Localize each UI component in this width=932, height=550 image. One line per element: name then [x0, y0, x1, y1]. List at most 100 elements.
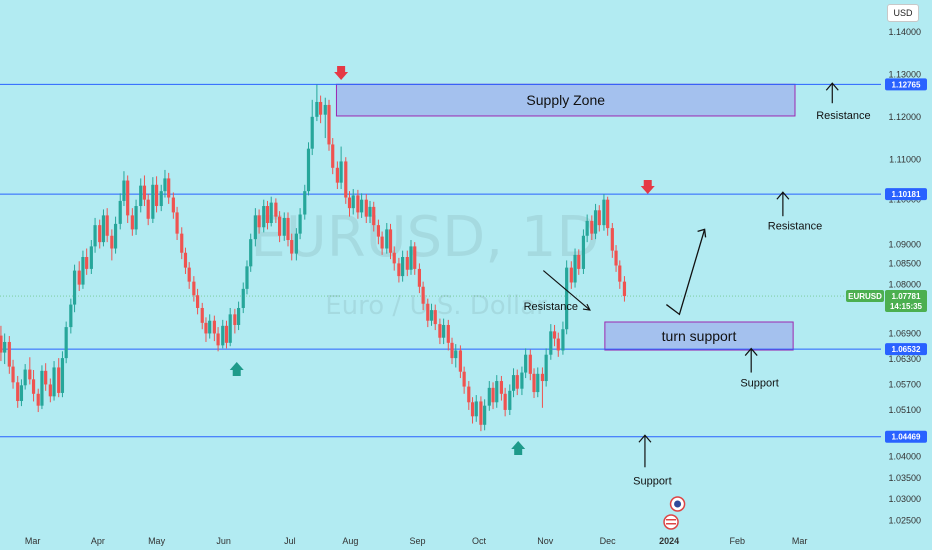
level-badge-label: 1.12765	[892, 80, 921, 89]
candle-body	[479, 401, 483, 425]
candle-body	[524, 354, 528, 373]
y-tick-label: 1.05700	[888, 379, 921, 389]
candle-body	[175, 212, 179, 234]
currency-button[interactable]: USD	[887, 4, 919, 22]
candle-body	[323, 104, 327, 115]
candle-body	[290, 240, 294, 254]
candle-body	[622, 281, 627, 297]
candle-body	[130, 215, 134, 230]
candle-body	[606, 199, 610, 229]
annotation-label: Support	[633, 475, 672, 487]
candle-body	[536, 373, 540, 393]
candle-body	[590, 220, 594, 234]
resistance-arrow-icon-head	[825, 82, 839, 91]
candle-body	[458, 350, 463, 372]
candle-body	[549, 331, 553, 355]
candle-body	[421, 286, 425, 304]
y-tick-label: 1.09000	[888, 239, 921, 249]
level-badge	[885, 188, 927, 201]
candle-body	[85, 257, 89, 269]
candle-body	[602, 199, 606, 226]
candle-body	[544, 354, 548, 382]
candle-body	[274, 202, 278, 217]
y-tick-label: 1.06900	[888, 328, 921, 338]
candle-body	[265, 206, 270, 224]
time-axis[interactable]: Mar Apr May Jun Jul Aug Sep Oct Nov Dec 2024 Feb Mar	[25, 536, 808, 546]
candle-body	[438, 324, 442, 338]
candle-body	[180, 233, 184, 253]
candle-body	[552, 331, 557, 339]
x-tick-label: Dec	[600, 536, 617, 546]
candle-body	[310, 116, 314, 149]
candle-body	[139, 185, 143, 207]
candle-body	[610, 228, 614, 251]
annotations-layer: Resistance Resistance Resistance Support Sup…	[229, 66, 871, 530]
zone-box	[604, 321, 794, 351]
candle-body	[351, 195, 355, 209]
candle-body	[368, 206, 372, 217]
zone-label: turn support	[662, 328, 737, 344]
candle-body	[126, 180, 130, 216]
candle-body	[372, 206, 376, 226]
candle-body	[64, 327, 68, 359]
candle-body	[253, 215, 257, 240]
candle-body	[72, 270, 77, 305]
candle-body	[69, 304, 73, 328]
candle-body	[200, 307, 204, 323]
candle-body	[221, 325, 225, 346]
candle-body	[532, 373, 536, 393]
candle-body	[269, 202, 273, 224]
candle-body	[347, 197, 352, 209]
candle-body	[146, 199, 150, 219]
candle-body	[36, 393, 40, 406]
candle-body	[585, 220, 589, 236]
level-badge	[885, 430, 927, 443]
candle-body	[401, 257, 405, 277]
symbol-badge	[846, 290, 884, 303]
watermark-symbol: EURUSD, 1D	[250, 205, 599, 270]
candle-body	[7, 341, 11, 367]
candles-layer	[0, 84, 627, 432]
candle-body	[315, 101, 319, 117]
candle-body	[339, 161, 343, 183]
support-arrow-icon-head	[744, 347, 758, 356]
candle-body	[515, 375, 519, 389]
pointer-arrow-icon	[543, 270, 591, 311]
price-badges: 1.12765 1.10181 1.06532 1.04469 EURUSD 1.0778…	[846, 78, 927, 443]
x-tick-label: May	[148, 536, 166, 546]
candle-body	[565, 267, 569, 330]
x-tick-label: Sep	[410, 536, 426, 546]
candle-body	[306, 148, 311, 192]
candle-body	[298, 214, 302, 234]
level-badge-label: 1.06532	[892, 345, 921, 354]
candle-body	[503, 393, 507, 410]
candle-body	[426, 303, 430, 321]
candle-body	[31, 379, 36, 394]
candle-body	[167, 178, 171, 198]
top-arrow-icon	[334, 66, 349, 80]
candle-body	[520, 372, 524, 389]
x-tick-label: Nov	[537, 536, 554, 546]
candle-body	[319, 101, 323, 115]
candle-body	[597, 210, 601, 226]
candle-body	[105, 215, 109, 236]
candle-body	[614, 250, 618, 266]
y-tick-label: 1.12000	[888, 112, 921, 122]
candle-body	[23, 369, 27, 386]
candle-body	[228, 314, 232, 343]
price-badge	[885, 290, 927, 313]
candle-body	[118, 200, 122, 224]
candle-body	[224, 325, 229, 343]
candle-body	[241, 288, 245, 308]
top-arrow-icon	[640, 180, 655, 194]
candle-body	[278, 216, 282, 236]
x-tick-label: Jul	[284, 536, 296, 546]
y-tick-label: 1.14000	[888, 27, 921, 37]
event-us-stripe	[666, 523, 677, 525]
event-eu-icon-center	[674, 500, 682, 508]
candle-body	[495, 381, 499, 403]
candle-body	[257, 215, 261, 228]
candle-body	[327, 104, 331, 145]
candle-body	[470, 402, 475, 417]
